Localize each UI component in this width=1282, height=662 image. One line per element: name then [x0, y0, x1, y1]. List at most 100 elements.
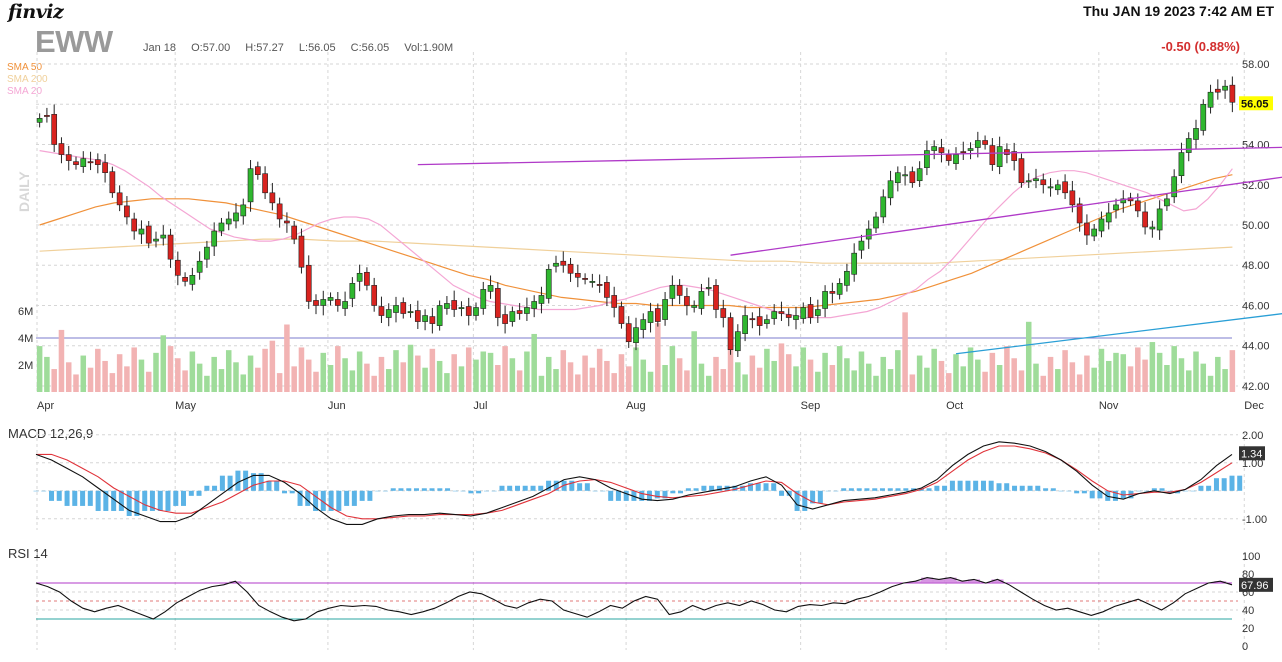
macd-hist-bar — [134, 490, 140, 516]
candle-body — [727, 317, 734, 351]
macd-hist-bar — [670, 490, 676, 494]
macd-hist-bar — [49, 490, 55, 501]
macd-hist-bar — [1058, 490, 1064, 492]
macd-hist-bar — [895, 488, 901, 491]
volume-bar — [73, 374, 79, 392]
macd-hist-bar — [615, 490, 621, 501]
candle-body — [582, 278, 588, 280]
candle-body — [233, 212, 239, 222]
macd-hist-bar — [584, 483, 590, 491]
candle-body — [124, 205, 130, 218]
candle-body — [284, 220, 290, 224]
candle-body — [814, 309, 821, 316]
volume-tick: 2M — [18, 360, 33, 372]
candle-body — [589, 281, 596, 283]
volume-bar — [596, 348, 603, 392]
candle-body — [1033, 178, 1039, 182]
volume-bar — [524, 351, 530, 392]
macd-hist-bar — [95, 490, 101, 511]
candle-body — [974, 140, 981, 148]
macd-hist-bar — [763, 483, 769, 491]
volume-bar — [473, 359, 479, 392]
macd-hist-bar — [771, 483, 777, 491]
candle-body — [1156, 208, 1163, 231]
rsi-tick: 100 — [1242, 551, 1260, 563]
candle-body — [1076, 203, 1083, 224]
candle-body — [931, 146, 938, 151]
macd-hist-bar — [856, 488, 862, 491]
candle-body — [633, 327, 639, 344]
volume-bar — [465, 347, 472, 392]
candle-body — [982, 140, 988, 145]
candle-body — [153, 238, 159, 242]
volume-bar — [989, 352, 996, 392]
macd-hist-bar — [507, 485, 513, 491]
volume-bar — [349, 370, 356, 392]
macd-hist-bar — [1089, 490, 1095, 499]
ticker-symbol: EWW — [35, 24, 113, 59]
candle-body — [1054, 184, 1061, 191]
candle-body — [73, 161, 79, 165]
rsi-overbought-fill — [1214, 581, 1227, 583]
candle-body — [785, 314, 792, 318]
rsi-line — [35, 577, 1233, 622]
volume-bar — [887, 369, 894, 392]
candle-body — [924, 150, 930, 168]
macd-tick: -1.00 — [1242, 514, 1267, 526]
macd-hist-bar — [173, 490, 179, 506]
macd-hist-bar — [1229, 475, 1235, 491]
volume-bar — [175, 358, 181, 392]
candle-body — [349, 283, 356, 299]
volume-bar — [1047, 356, 1054, 392]
candle-body — [1178, 152, 1185, 177]
volume-bar — [1018, 370, 1025, 392]
volume-bar — [80, 355, 87, 392]
candle-body — [698, 291, 705, 309]
volume-bar — [684, 370, 690, 392]
candle-body — [640, 319, 647, 330]
macd-hist-bar — [111, 490, 117, 511]
candle-body — [1185, 138, 1192, 153]
volume-bar — [967, 347, 974, 392]
macd-hist-bar — [794, 490, 800, 511]
volume-bar — [247, 355, 254, 392]
volume-bar — [945, 373, 952, 392]
macd-title: MACD 12,26,9 — [8, 426, 94, 441]
macd-hist-bar — [592, 490, 598, 492]
candle-body — [480, 289, 487, 309]
candle-body — [691, 305, 698, 308]
volume-bar — [1207, 375, 1214, 392]
volume-bar — [916, 355, 923, 392]
volume-bar — [1164, 365, 1170, 392]
y-tick-label: 42.00 — [1242, 381, 1270, 393]
macd-hist-bar — [118, 490, 124, 511]
macd-hist-bar — [623, 490, 629, 501]
macd-hist-bar — [219, 475, 225, 491]
macd-hist-bar — [87, 490, 93, 506]
macd-hist-bar — [957, 480, 963, 491]
candle-body — [174, 259, 181, 276]
macd-hist-bar — [701, 485, 707, 491]
candle-body — [458, 307, 465, 309]
macd-hist-bar — [911, 488, 917, 491]
volume-bar — [269, 340, 276, 392]
finviz-logo[interactable]: finviz — [8, 1, 64, 23]
rsi-value-tag-bg — [1239, 577, 1273, 592]
macd-hist-bar — [1081, 490, 1087, 494]
candle-body — [327, 297, 334, 301]
volume-bar — [1185, 370, 1192, 392]
macd-hist-bar — [833, 490, 839, 492]
macd-hist-bar — [1019, 485, 1025, 491]
macd-hist-bar — [1066, 490, 1072, 492]
volume-bar — [880, 356, 887, 392]
macd-hist-bar — [538, 485, 544, 491]
volume-bar — [255, 367, 261, 392]
volume-bar — [131, 347, 137, 392]
volume-bar — [647, 371, 654, 392]
volume-bar — [553, 369, 559, 392]
macd-hist-bar — [887, 488, 893, 491]
volume-bar — [1229, 350, 1236, 392]
x-tick-label: Oct — [946, 400, 963, 412]
candle-body — [938, 147, 945, 153]
